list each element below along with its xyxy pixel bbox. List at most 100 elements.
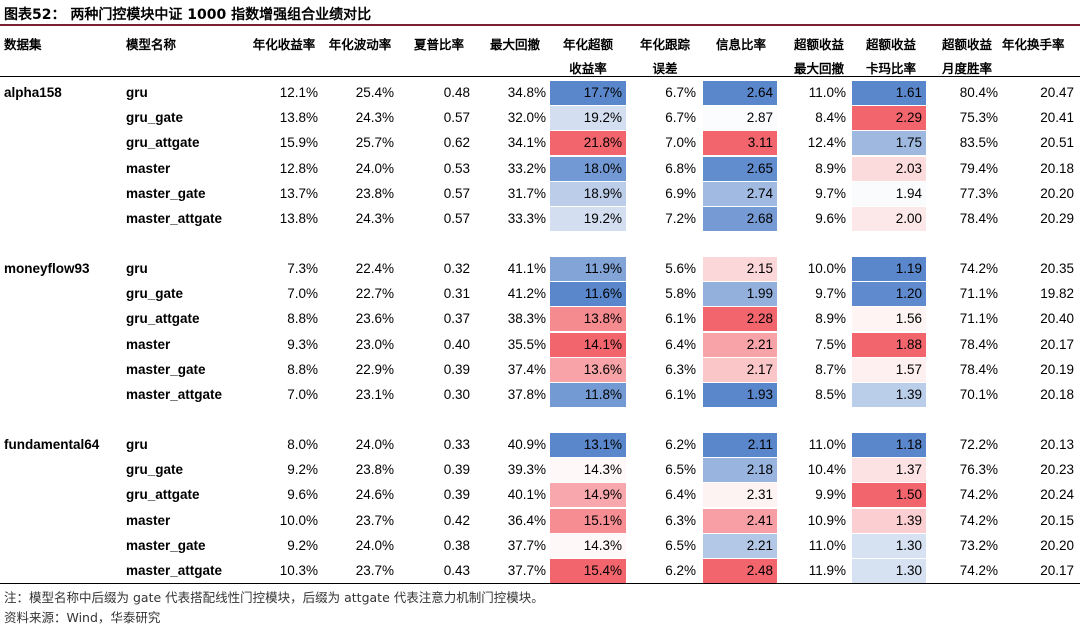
footnote-note: 注：模型名称中后缀为 gate 代表搭配线性门控模块，后缀为 attgate 代…	[4, 590, 544, 605]
cell-ann-vol: 22.9%	[355, 362, 394, 377]
cell-ir: 2.64	[703, 81, 777, 105]
cell-winrate: 76.3%	[959, 462, 998, 477]
cell-ex-ret: 13.6%	[550, 358, 626, 382]
model-name: gru_gate	[126, 286, 184, 301]
cell-mdd: 37.7%	[507, 563, 546, 578]
cell-mdd: 34.8%	[507, 85, 546, 100]
dataset-label: moneyflow93	[4, 261, 90, 276]
cell-ann-ret: 13.8%	[279, 211, 318, 226]
cell-turnover: 20.35	[1040, 261, 1074, 276]
cell-turnover: 20.19	[1040, 362, 1074, 377]
cell-ir: 2.21	[703, 534, 777, 558]
header-tracking-error-line1: 年化跟踪	[639, 37, 690, 52]
cell-ex-ret: 18.0%	[550, 157, 626, 181]
cell-sharpe: 0.39	[443, 462, 470, 477]
cell-turnover: 20.17	[1040, 337, 1074, 352]
cell-winrate: 71.1%	[959, 311, 998, 326]
cell-te: 6.3%	[665, 513, 696, 528]
cell-ir: 2.48	[703, 559, 777, 583]
cell-te: 6.9%	[665, 186, 696, 201]
cell-mdd: 35.5%	[507, 337, 546, 352]
cell-ann-vol: 23.8%	[355, 186, 394, 201]
cell-sharpe: 0.48	[443, 85, 470, 100]
cell-ex-ret: 21.8%	[550, 131, 626, 155]
cell-ann-vol: 23.1%	[355, 387, 394, 402]
cell-ann-vol: 25.4%	[355, 85, 394, 100]
cell-ex-ret: 11.9%	[550, 257, 626, 281]
cell-mdd: 41.2%	[507, 286, 546, 301]
cell-mdd: 33.3%	[507, 211, 546, 226]
cell-turnover: 20.24	[1040, 487, 1074, 502]
cell-ex-ret: 14.9%	[550, 483, 626, 507]
model-name: master	[126, 337, 171, 352]
cell-ann-ret: 15.9%	[279, 135, 318, 150]
cell-calmar: 1.39	[852, 383, 926, 407]
cell-ir: 1.99	[703, 282, 777, 306]
cell-mdd: 37.8%	[507, 387, 546, 402]
header-sharpe: 夏普比率	[413, 37, 464, 52]
cell-te: 6.3%	[665, 362, 696, 377]
cell-mdd: 39.3%	[507, 462, 546, 477]
model-name: master_gate	[126, 186, 206, 201]
cell-ann-vol: 22.7%	[355, 286, 394, 301]
cell-ir: 2.28	[703, 307, 777, 331]
cell-winrate: 78.4%	[959, 362, 998, 377]
cell-turnover: 20.40	[1040, 311, 1074, 326]
dataset-label: fundamental64	[4, 437, 100, 452]
cell-calmar: 2.00	[852, 207, 926, 231]
cell-ex-mdd: 9.9%	[815, 487, 846, 502]
cell-turnover: 19.82	[1040, 286, 1074, 301]
model-name: master_gate	[126, 362, 206, 377]
cell-ir: 2.41	[703, 509, 777, 533]
cell-te: 6.2%	[665, 437, 696, 452]
cell-te: 5.8%	[665, 286, 696, 301]
cell-sharpe: 0.39	[443, 362, 470, 377]
header-excess-return-line1: 年化超额	[562, 37, 613, 52]
cell-te: 6.5%	[665, 462, 696, 477]
model-name: gru_attgate	[126, 487, 200, 502]
cell-calmar: 1.88	[852, 333, 926, 357]
cell-calmar: 1.50	[852, 483, 926, 507]
cell-calmar: 1.37	[852, 458, 926, 482]
cell-calmar: 1.18	[852, 433, 926, 457]
cell-ex-mdd: 12.4%	[807, 135, 846, 150]
cell-ir: 1.93	[703, 383, 777, 407]
cell-ir: 2.31	[703, 483, 777, 507]
cell-ex-ret: 14.3%	[550, 458, 626, 482]
cell-ex-mdd: 11.9%	[808, 563, 846, 578]
cell-winrate: 70.1%	[959, 387, 998, 402]
cell-ir: 2.68	[703, 207, 777, 231]
cell-sharpe: 0.32	[443, 261, 470, 276]
cell-te: 5.6%	[665, 261, 696, 276]
header-dataset: 数据集	[4, 37, 42, 52]
cell-ann-ret: 13.7%	[279, 186, 318, 201]
cell-ir: 3.11	[703, 131, 777, 155]
cell-ex-mdd: 11.0%	[808, 437, 846, 452]
cell-sharpe: 0.33	[443, 437, 470, 452]
cell-ir: 2.18	[703, 458, 777, 482]
cell-winrate: 78.4%	[959, 211, 998, 226]
cell-mdd: 40.9%	[507, 437, 546, 452]
cell-mdd: 37.7%	[507, 538, 546, 553]
cell-ex-mdd: 9.7%	[815, 186, 846, 201]
cell-winrate: 79.4%	[959, 161, 998, 176]
cell-ex-ret: 17.7%	[550, 81, 626, 105]
cell-ann-vol: 24.0%	[355, 437, 394, 452]
cell-ann-ret: 7.0%	[287, 286, 318, 301]
cell-te: 6.7%	[665, 110, 696, 125]
cell-winrate: 74.2%	[959, 261, 998, 276]
cell-ann-vol: 24.0%	[355, 161, 394, 176]
cell-ex-ret: 13.8%	[550, 307, 626, 331]
cell-calmar: 1.57	[852, 358, 926, 382]
header-winrate-line2: 月度胜率	[942, 61, 993, 76]
cell-ir: 2.17	[703, 358, 777, 382]
model-name: master_attgate	[126, 387, 223, 402]
cell-turnover: 20.29	[1040, 211, 1074, 226]
cell-te: 6.2%	[665, 563, 696, 578]
model-name: master	[126, 513, 171, 528]
cell-turnover: 20.17	[1040, 563, 1074, 578]
cell-ann-ret: 7.0%	[287, 387, 318, 402]
model-name: master_attgate	[126, 211, 223, 226]
header-divider	[0, 76, 1080, 77]
cell-calmar: 1.20	[852, 282, 926, 306]
